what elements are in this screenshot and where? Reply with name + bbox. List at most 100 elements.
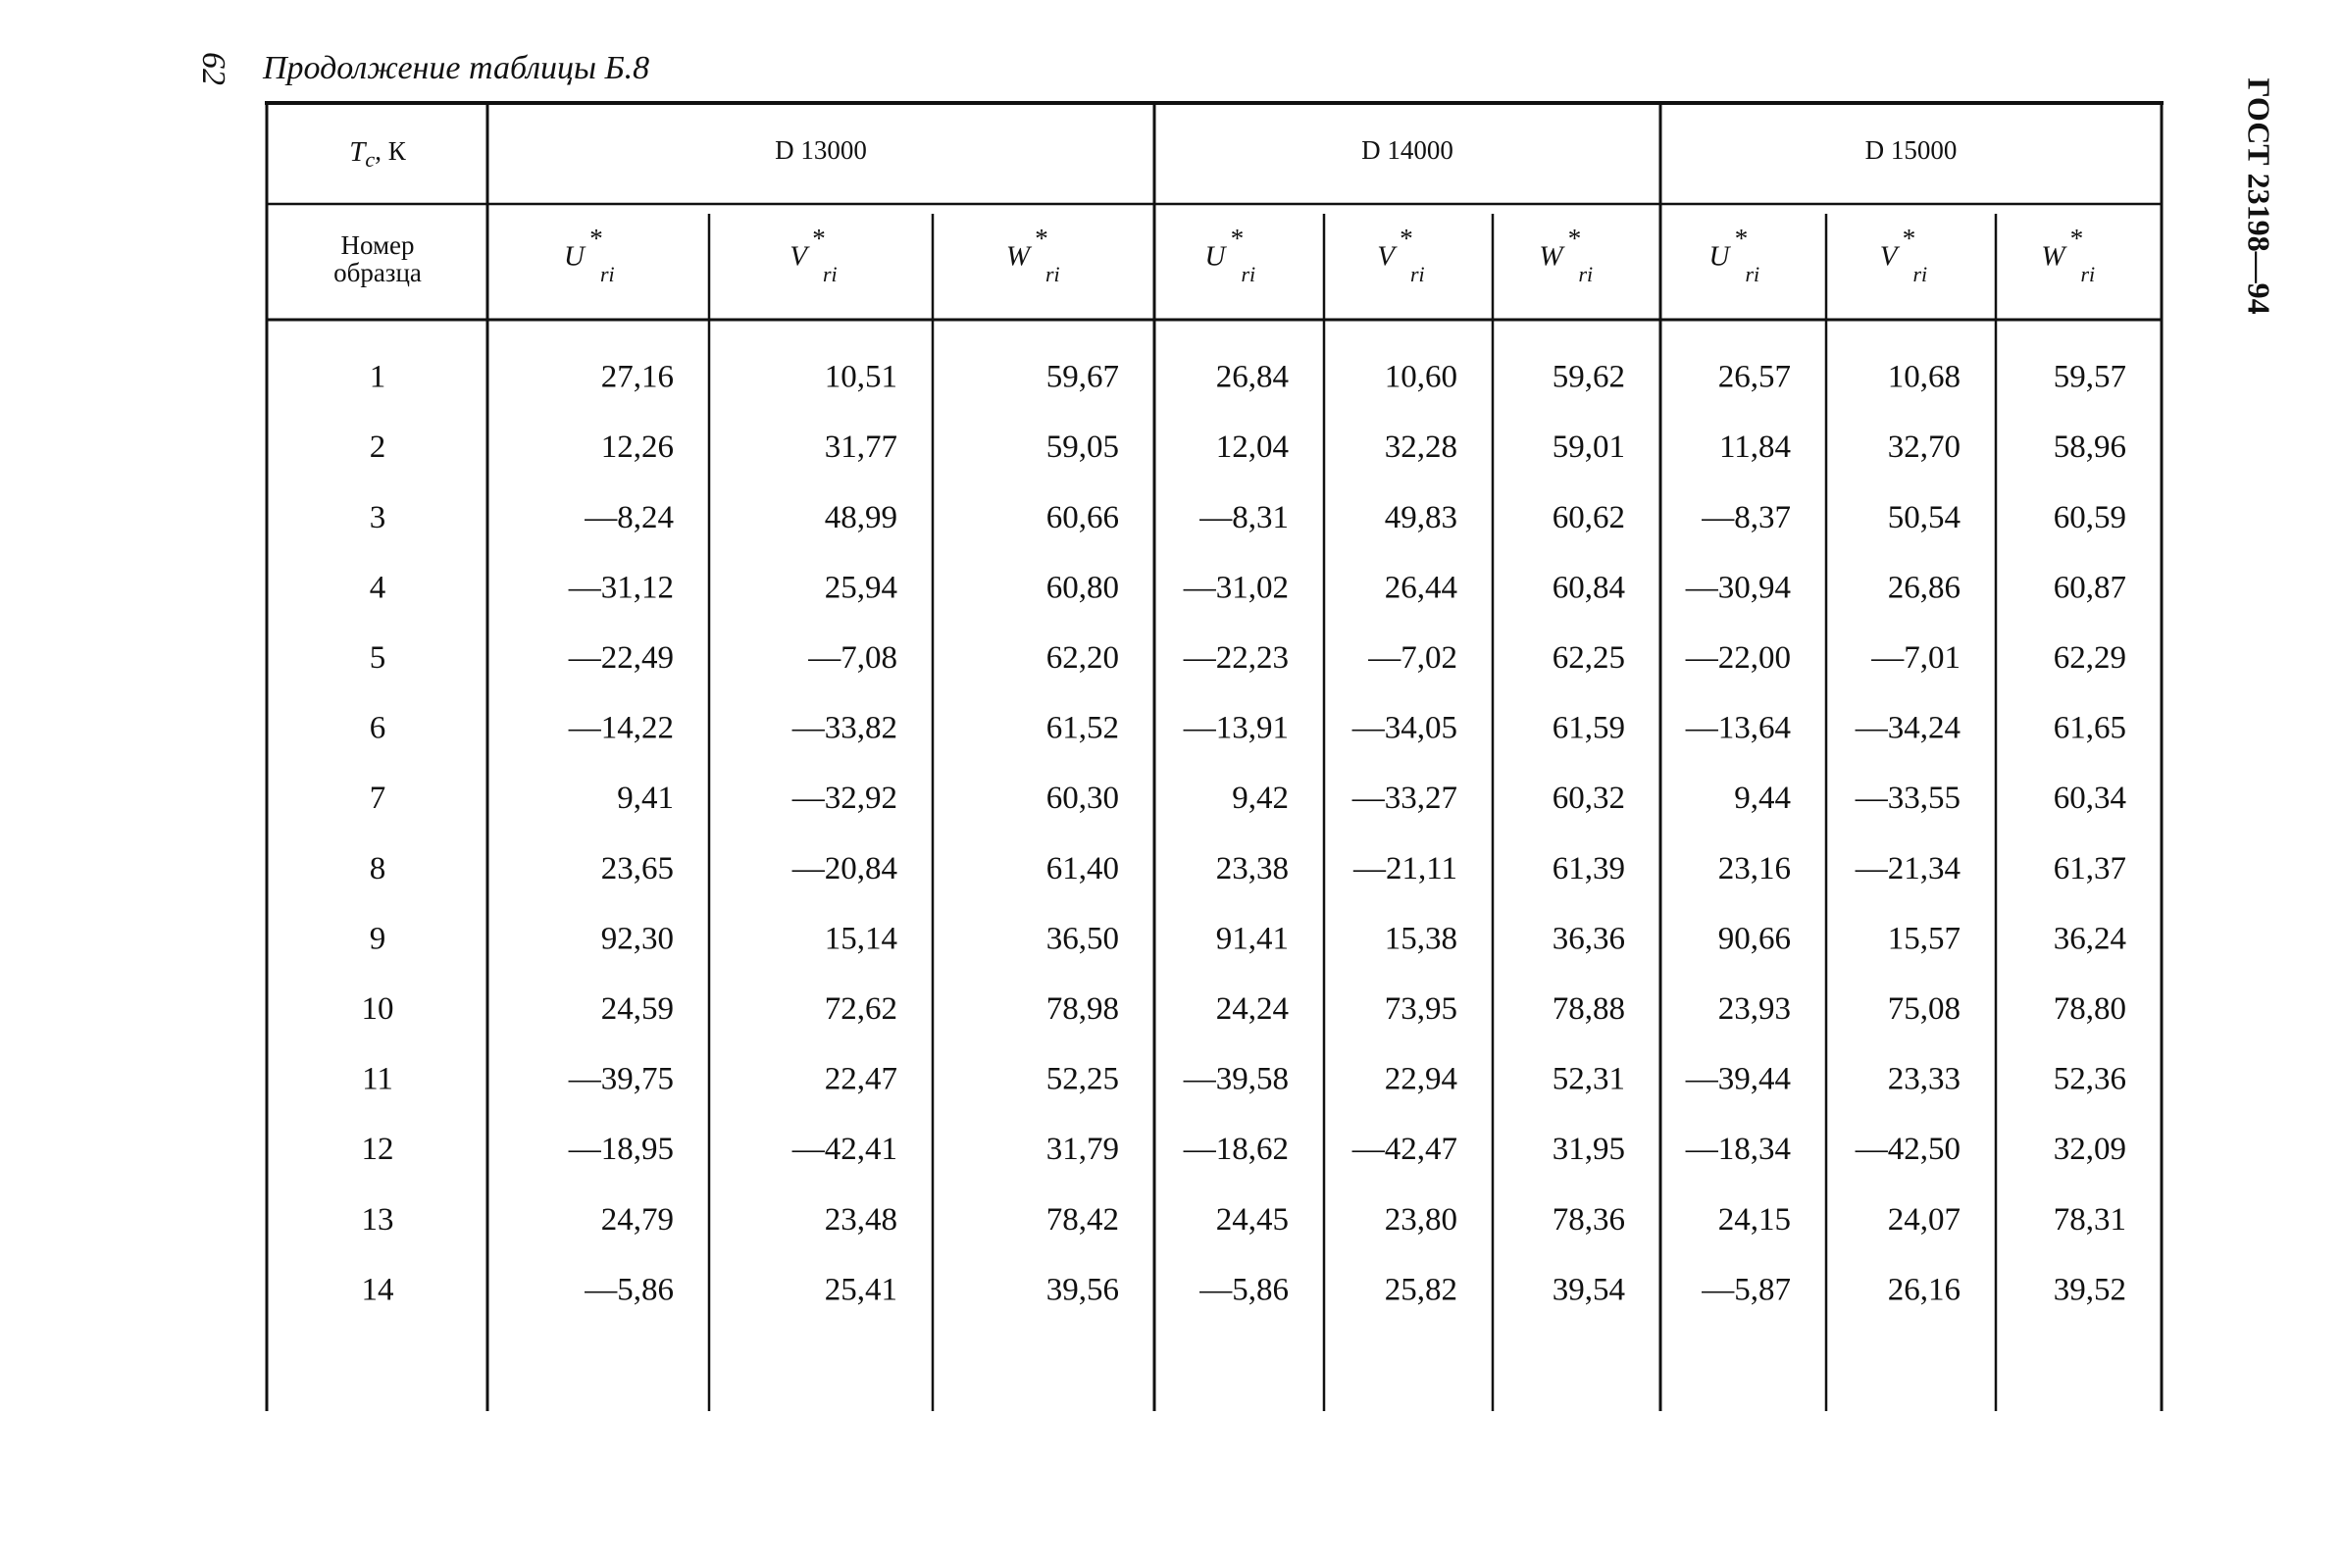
cell-value: 36,36	[1553, 921, 1625, 956]
column-sub: ri	[823, 262, 838, 286]
column-sup: *	[1735, 224, 1749, 253]
cell-value: —8,37	[1701, 500, 1791, 535]
column-sub: ri	[1242, 262, 1256, 286]
column-sup: *	[812, 224, 826, 253]
column-sub: ri	[1913, 262, 1928, 286]
cell-value: 26,44	[1385, 570, 1457, 605]
cell-value: 31,95	[1553, 1132, 1625, 1167]
cell-value: 61,65	[2054, 711, 2126, 746]
subscript: с	[365, 147, 375, 172]
cell-value: 61,40	[1046, 851, 1119, 886]
column-symbol: U	[564, 241, 586, 273]
cell-value: 59,62	[1553, 360, 1625, 395]
cell-value: —14,22	[568, 711, 674, 746]
cell-value: 24,45	[1216, 1202, 1289, 1238]
row-number: 4	[370, 570, 386, 605]
cell-value: —34,24	[1855, 711, 1961, 746]
cell-value: 59,67	[1046, 360, 1119, 395]
column-sub: ri	[1410, 262, 1425, 286]
cell-value: —18,62	[1183, 1132, 1289, 1167]
cell-value: —31,02	[1183, 570, 1289, 605]
cell-value: 32,70	[1888, 430, 1961, 465]
column-sub: ri	[1579, 262, 1594, 286]
column-symbol: U	[1709, 241, 1732, 273]
cell-value: 15,14	[825, 921, 897, 956]
column-sup: *	[2070, 224, 2084, 253]
column-sub: ri	[2081, 262, 2096, 286]
cell-value: —5,87	[1701, 1272, 1791, 1307]
row-number: 12	[362, 1132, 394, 1167]
corner-label: образца	[333, 258, 422, 287]
cell-value: 92,30	[601, 921, 674, 956]
cell-value: 12,26	[601, 430, 674, 465]
column-symbol: U	[1205, 241, 1228, 273]
cell-value: —22,23	[1183, 640, 1289, 676]
cell-value: —7,02	[1367, 640, 1457, 676]
cell-value: 60,80	[1046, 570, 1119, 605]
cell-value: 15,38	[1385, 921, 1457, 956]
cell-value: 61,37	[2054, 851, 2126, 886]
cell-value: 61,59	[1553, 711, 1625, 746]
column-sup: *	[1035, 224, 1048, 253]
cell-value: —42,50	[1855, 1132, 1961, 1167]
cell-value: 60,62	[1553, 500, 1625, 535]
row-number: 11	[362, 1062, 393, 1097]
cell-value: 52,36	[2054, 1062, 2126, 1097]
cell-value: 24,79	[601, 1202, 674, 1238]
cell-value: —5,86	[584, 1272, 674, 1307]
column-symbol: W	[2041, 241, 2067, 273]
cell-value: 50,54	[1888, 500, 1961, 535]
cell-value: 24,07	[1888, 1202, 1961, 1238]
cell-value: 10,51	[825, 360, 897, 395]
cell-value: —42,47	[1351, 1132, 1457, 1167]
cell-value: 62,29	[2054, 640, 2126, 676]
cell-value: 73,95	[1385, 991, 1457, 1027]
column-sub: ri	[1746, 262, 1760, 286]
cell-value: 26,84	[1216, 360, 1289, 395]
group-header: D 14000	[1361, 135, 1453, 165]
cell-value: 61,39	[1553, 851, 1625, 886]
column-sup: *	[1903, 224, 1916, 253]
cell-value: —33,55	[1855, 781, 1961, 816]
cell-value: —22,49	[568, 640, 674, 676]
cell-value: —33,27	[1351, 781, 1457, 816]
cell-value: —39,44	[1685, 1062, 1791, 1097]
cell-value: 10,68	[1888, 360, 1961, 395]
cell-value: 90,66	[1718, 921, 1791, 956]
table-lines	[265, 101, 2164, 1411]
row-number: 13	[362, 1202, 394, 1238]
cell-value: 24,24	[1216, 991, 1289, 1027]
cell-value: 60,59	[2054, 500, 2126, 535]
cell-value: 60,30	[1046, 781, 1119, 816]
cell-value: 59,01	[1553, 430, 1625, 465]
cell-value: 9,41	[617, 781, 674, 816]
cell-value: 78,36	[1553, 1202, 1625, 1238]
cell-value: —7,08	[807, 640, 897, 676]
cell-value: 61,52	[1046, 711, 1119, 746]
column-sup: *	[1568, 224, 1582, 253]
row-number: 6	[370, 711, 386, 746]
row-number: 7	[370, 781, 386, 816]
cell-value: 9,42	[1232, 781, 1289, 816]
cell-value: 22,47	[825, 1062, 897, 1097]
cell-value: —13,64	[1685, 711, 1791, 746]
cell-value: 32,09	[2054, 1132, 2126, 1167]
cell-value: —22,00	[1685, 640, 1791, 676]
cell-value: 23,48	[825, 1202, 897, 1238]
cell-value: 36,50	[1046, 921, 1119, 956]
cell-value: 26,57	[1718, 360, 1791, 395]
cell-value: 31,79	[1046, 1132, 1119, 1167]
column-sup: *	[1400, 224, 1413, 253]
cell-value: —33,82	[791, 711, 897, 746]
cell-value: —42,41	[791, 1132, 897, 1167]
cell-value: 26,86	[1888, 570, 1961, 605]
corner-label: Номер	[340, 230, 414, 260]
cell-value: 52,31	[1553, 1062, 1625, 1097]
cell-value: —18,95	[568, 1132, 674, 1167]
cell-value: 62,25	[1553, 640, 1625, 676]
cell-value: 72,62	[825, 991, 897, 1027]
cell-value: 60,66	[1046, 500, 1119, 535]
cell-value: 22,94	[1385, 1062, 1457, 1097]
cell-value: 11,84	[1719, 430, 1791, 465]
row-number: 14	[362, 1272, 394, 1307]
